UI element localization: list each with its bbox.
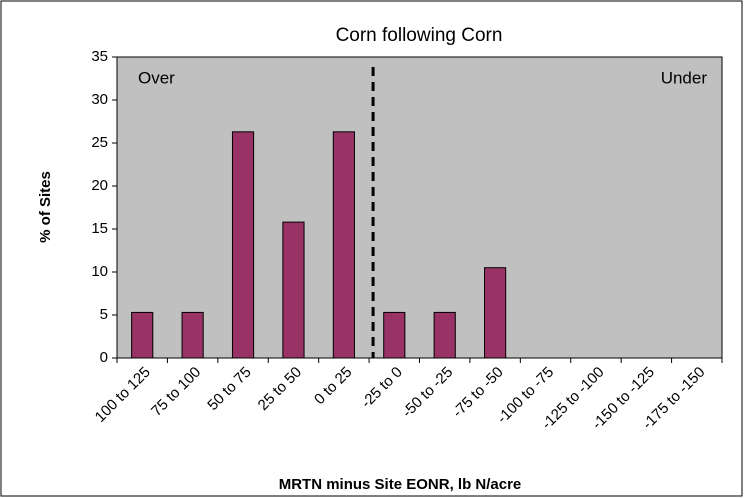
bar [131,311,154,359]
y-tick-label: 0 [100,349,108,366]
bar [181,311,204,359]
bar [332,131,355,359]
y-tick-label: 10 [91,263,108,280]
annotation: Under [661,68,708,87]
bar [433,311,456,359]
y-tick-label: 15 [91,220,108,237]
plot-area [116,56,723,359]
y-tick-label: 5 [100,306,108,323]
y-tick-label: 30 [91,91,108,108]
annotation: Over [138,68,175,87]
bar [484,267,507,359]
y-tick-label: 35 [91,48,108,65]
bar [282,221,305,359]
bar [383,311,406,359]
y-tick-label: 25 [91,134,108,151]
x-axis-label: MRTN minus Site EONR, lb N/acre [279,476,522,493]
chart-title: Corn following Corn [336,25,503,46]
y-axis-label: % of Sites [37,171,54,243]
bar [231,131,255,359]
y-tick-label: 20 [91,177,108,194]
